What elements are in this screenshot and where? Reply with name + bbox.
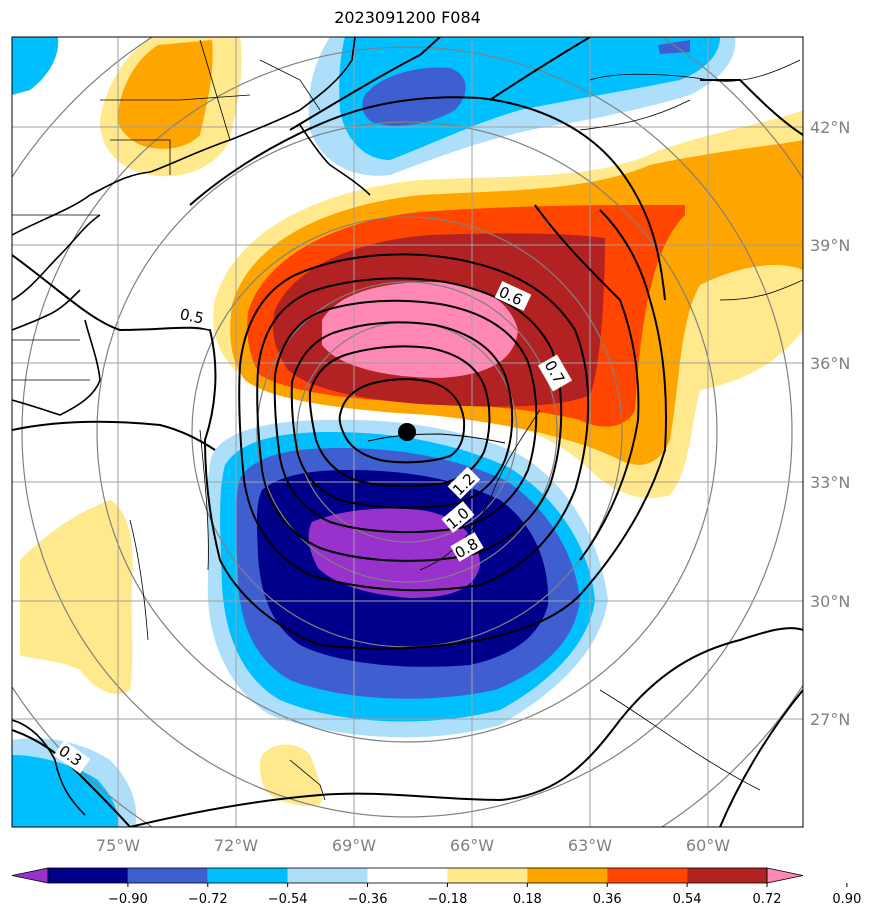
graticule	[12, 37, 803, 827]
colorbar-extend-max	[766, 867, 804, 884]
lon-label-63w: 63°W	[568, 836, 612, 855]
shade-nw-neg	[12, 37, 59, 95]
contour-north-arc	[189, 96, 666, 301]
contour-ring-6	[338, 378, 466, 464]
colorbar: −0.90 −0.72 −0.54 −0.36 −0.18 0.18 0.36 0.54 0.7…	[11, 867, 861, 907]
colorbar-tick-label: 0.72	[753, 892, 782, 907]
lat-label-27n: 27°N	[810, 710, 850, 729]
lon-label-60w: 60°W	[686, 836, 730, 855]
state-borders	[12, 39, 803, 801]
shade-s-pos	[259, 744, 322, 806]
colorbar-segment	[687, 868, 767, 883]
colorbar-frame	[47, 867, 768, 884]
contours	[12, 37, 803, 827]
colorbar-tick-label: −0.72	[188, 892, 228, 907]
contour-south-2	[719, 689, 803, 827]
longitude-labels: 75°W 72°W 69°W 66°W 63°W 60°W	[96, 836, 730, 855]
colorbar-segment	[367, 868, 448, 883]
coastlines	[12, 37, 371, 816]
contour-outer-north	[12, 209, 668, 650]
map-title: 2023091200 F084	[334, 8, 481, 27]
contour-e	[534, 204, 640, 561]
lon-label-69w: 69°W	[332, 836, 376, 855]
contour-sw	[12, 729, 131, 827]
colorbar-tick-label: −0.36	[348, 892, 388, 907]
lat-label-30n: 30°N	[810, 592, 850, 611]
storm-center-marker	[398, 423, 416, 441]
map-frame	[11, 36, 804, 828]
lat-label-33n: 33°N	[810, 473, 850, 492]
contour-ring-5	[308, 345, 491, 488]
contour-ne	[700, 79, 803, 136]
lon-label-72w: 72°W	[214, 836, 258, 855]
shade-nw-pos-2	[117, 40, 213, 149]
colorbar-tick-label: −0.54	[268, 892, 308, 907]
colorbar-segment	[607, 868, 688, 883]
colorbar-segment	[287, 868, 368, 883]
latitude-labels: 42°N 39°N 36°N 33°N 30°N 27°N	[810, 118, 850, 729]
colorbar-extend-min	[11, 867, 49, 884]
contour-ring-1	[238, 253, 590, 592]
shade-gt-0.90	[322, 282, 518, 378]
contour-label-0.5: 0.5	[178, 305, 205, 328]
colorbar-tick-label: 0.18	[513, 892, 542, 907]
lat-label-39n: 39°N	[810, 236, 850, 255]
colorbar-tick-label: 0.36	[593, 892, 622, 907]
range-rings	[12, 37, 803, 827]
contour-ring-4	[290, 321, 514, 509]
map-area: 0.5 0.6 0.7 1.2 1.0 0.8 0.3	[12, 37, 803, 827]
storm-center-line	[367, 433, 506, 444]
colorbar-segment	[447, 868, 528, 883]
lat-label-42n: 42°N	[810, 118, 850, 137]
colorbar-tick-label: −0.18	[428, 892, 468, 907]
contour-ring-2	[256, 277, 563, 562]
contour-north-arc-3	[489, 37, 591, 101]
colorbar-segment	[127, 868, 208, 883]
shade-n-neg-3	[362, 67, 466, 126]
colorbar-segment	[48, 868, 128, 883]
colorbar-tick-label: 0.90	[832, 892, 861, 907]
colorbar-segment	[527, 868, 608, 883]
contour-w	[12, 420, 216, 451]
colorbar-segment	[207, 868, 288, 883]
lon-label-66w: 66°W	[450, 836, 494, 855]
contour-north-arc-2	[289, 37, 441, 131]
colorbar-tick-label: 0.54	[673, 892, 702, 907]
contour-south	[129, 627, 803, 827]
lat-label-36n: 36°N	[810, 354, 850, 373]
contour-ring-3	[273, 299, 538, 534]
shade-w-pos	[20, 500, 133, 694]
lon-label-75w: 75°W	[96, 836, 140, 855]
colorbar-tick-label: −0.90	[108, 892, 148, 907]
